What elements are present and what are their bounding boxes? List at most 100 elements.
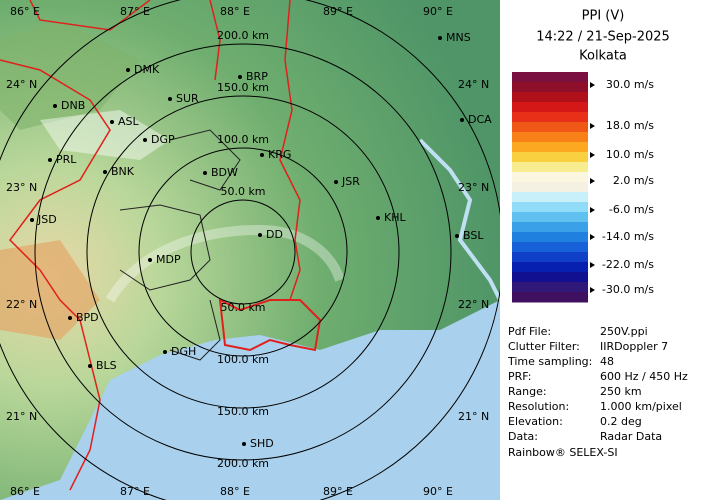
color-step (512, 92, 588, 103)
range-label: 100.0 km (217, 353, 269, 366)
map: 86° E 86° E 87° E 87° E 88° E 88° E 89° E 89° E… (0, 0, 500, 500)
color-step (512, 122, 588, 133)
city-label: BDW (211, 166, 238, 179)
color-step (512, 262, 588, 273)
colorbar-label: -6.0 m/s (609, 203, 654, 216)
border (0, 0, 301, 491)
city-dot (242, 442, 246, 446)
color-step (512, 142, 588, 153)
lat-label: 21° N (6, 410, 37, 423)
city-label: JSR (341, 175, 360, 188)
info-value: 250V.ppi (600, 325, 648, 338)
city-label: JSD (37, 213, 57, 226)
color-step (512, 282, 588, 293)
lon-label: 88° E (220, 5, 250, 18)
lon-label: 87° E (120, 485, 150, 498)
info-label: Data: (508, 430, 538, 443)
lon-label: 87° E (120, 5, 150, 18)
city-dot (334, 180, 338, 184)
lat-label: 22° N (6, 298, 37, 311)
colorbar-label: -22.0 m/s (602, 258, 654, 271)
city-dot (238, 75, 242, 79)
lat-label: 22° N (458, 298, 489, 311)
color-step (512, 272, 588, 283)
city-label: ASL (118, 115, 140, 128)
city-dot (376, 216, 380, 220)
lon-label: 88° E (220, 485, 250, 498)
city-dot (163, 350, 167, 354)
tick-arrow (590, 234, 595, 240)
city-dot (126, 68, 130, 72)
info-label: PRF: (508, 370, 531, 383)
city-dot (460, 118, 464, 122)
colorbar-label: 2.0 m/s (613, 174, 654, 187)
title: PPI (V) (582, 9, 625, 24)
color-step (512, 242, 588, 253)
district-line (119, 129, 241, 361)
city-label: BNK (111, 165, 135, 178)
city-dot (455, 234, 459, 238)
color-step (512, 172, 588, 183)
tick-arrow (590, 123, 595, 129)
range-rings (0, 0, 500, 500)
lat-label: 23° N (6, 181, 37, 194)
colorbar-label: 10.0 m/s (606, 148, 654, 161)
color-step (512, 192, 588, 203)
lon-label: 86° E (10, 5, 40, 18)
city-label: DGP (151, 133, 175, 146)
city-label: BRP (246, 70, 268, 83)
info-value: 1.000 km/pixel (600, 400, 682, 413)
color-step (512, 162, 588, 173)
color-step (512, 202, 588, 213)
info-label: Time sampling: (507, 355, 592, 368)
city-label: DMK (134, 63, 160, 76)
color-step (512, 252, 588, 263)
tick-arrow (590, 152, 595, 158)
colorbar-label: 30.0 m/s (606, 78, 654, 91)
colorbar-label: -14.0 m/s (602, 230, 654, 243)
colorbar-label: -30.0 m/s (602, 283, 654, 296)
color-step (512, 182, 588, 193)
range-label: 50.0 km (220, 185, 265, 198)
side-panel: PPI (V) 14:22 / 21-Sep-2025 Kolkata 30.0… (500, 0, 706, 500)
city-dot (30, 218, 34, 222)
city-label: SUR (176, 92, 199, 105)
range-label: 150.0 km (217, 81, 269, 94)
city-label: BPD (76, 311, 99, 324)
time: 14:22 / 21-Sep-2025 (536, 30, 670, 45)
echo (105, 224, 345, 303)
city-label: DGH (171, 345, 196, 358)
info-value: 600 Hz / 450 Hz (600, 370, 688, 383)
info-label: Clutter Filter: (508, 340, 580, 353)
color-step (512, 102, 588, 113)
city-dot (258, 233, 262, 237)
range-label: 150.0 km (217, 405, 269, 418)
info-label: Range: (508, 385, 547, 398)
color-step (512, 112, 588, 123)
range-label: 100.0 km (217, 133, 269, 146)
color-step (512, 222, 588, 233)
city-dot (110, 120, 114, 124)
city-label: KHL (384, 211, 406, 224)
lon-label: 89° E (323, 485, 353, 498)
color-step (512, 292, 588, 303)
city-dot (148, 258, 152, 262)
lon-label: 89° E (323, 5, 353, 18)
city-label: BLS (96, 359, 117, 372)
info-value: IIRDoppler 7 (600, 340, 668, 353)
colorbar: 30.0 m/s 18.0 m/s 10.0 m/s 2.0 m/s -6.0 m/s -… (512, 72, 654, 303)
city-dot (103, 170, 107, 174)
city-dot (203, 171, 207, 175)
plateau (0, 20, 140, 130)
range-label: 200.0 km (217, 29, 269, 42)
city-label: DCA (468, 113, 492, 126)
city-dot (68, 316, 72, 320)
city-label: SHD (250, 437, 274, 450)
delta (218, 298, 322, 352)
color-step (512, 232, 588, 243)
lat-label: 24° N (458, 78, 489, 91)
tick-arrow (590, 207, 595, 213)
info-value: 0.2 deg (600, 415, 642, 428)
lon-label: 90° E (423, 5, 453, 18)
